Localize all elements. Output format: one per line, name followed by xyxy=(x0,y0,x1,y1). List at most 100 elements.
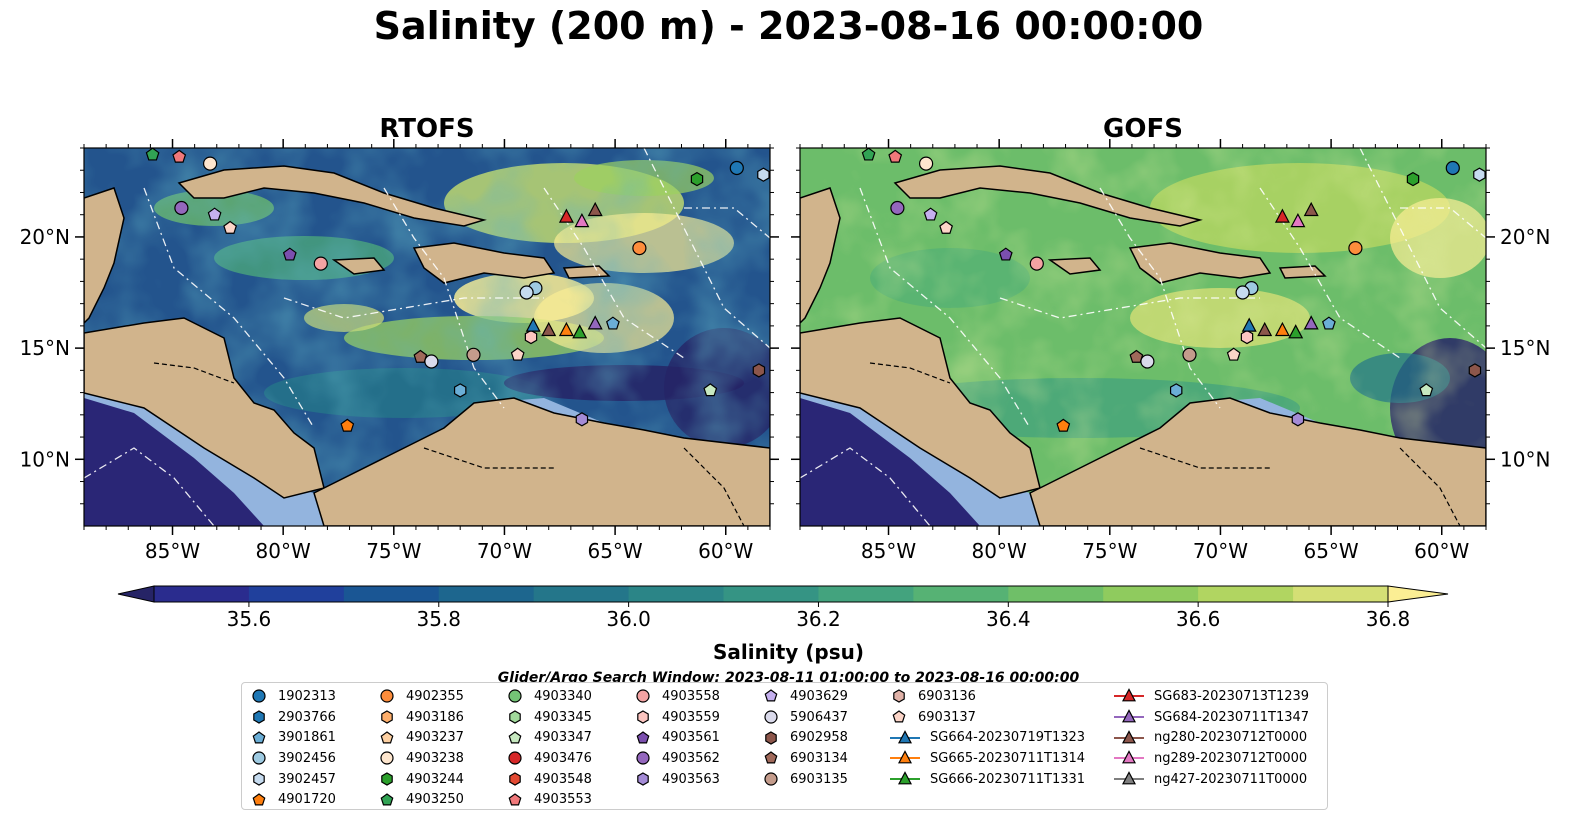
colorbar-segment xyxy=(1293,586,1389,602)
lon-tick-label: 75°W xyxy=(366,539,421,563)
legend-item: 3902457 xyxy=(250,769,336,790)
lat-tick-label: 10°N xyxy=(1500,447,1550,471)
colorbar-segment xyxy=(1008,586,1104,602)
legend-label: 4902355 xyxy=(406,688,464,704)
gofs-land xyxy=(800,165,1486,526)
legend-label: ng427-20230711T0000 xyxy=(1154,771,1308,787)
circle-marker xyxy=(202,156,218,171)
circle-marker xyxy=(1348,240,1363,256)
gofs-pacific xyxy=(800,398,980,526)
rtofs-map[interactable]: 85°W 80°W 75°W 70°W 65°W 60°W 20°N 15°N 10°N xyxy=(20,139,779,563)
pentagon-icon xyxy=(764,689,778,702)
triangle-marker xyxy=(574,212,590,228)
colorbar-segment xyxy=(723,586,819,602)
colorbar-tick-label: 35.6 xyxy=(227,607,272,631)
legend-column: SG683-20230713T1239 SG684-20230711T1347 ng… xyxy=(1114,686,1309,789)
legend-label: 4903629 xyxy=(790,688,848,704)
triangle-marker xyxy=(558,321,574,337)
legend-item: 4903562 xyxy=(634,748,720,769)
triangle-icon xyxy=(890,771,920,785)
circle-marker xyxy=(1445,160,1460,176)
legend-item: 1902313 xyxy=(250,686,336,707)
rtofs-land xyxy=(84,165,770,526)
legend-item: 4903345 xyxy=(506,707,592,728)
colorbar-segment xyxy=(1103,586,1199,602)
colorbar-ticks: 35.6 35.8 36.0 36.2 36.4 36.6 36.8 xyxy=(227,602,1410,631)
legend-column: 6903136 6903137 SG664-20230719T1323 SG665-2… xyxy=(890,686,1085,789)
colorbar: 35.6 35.8 36.0 36.2 36.4 36.6 36.8 xyxy=(117,585,1449,631)
triangle-marker xyxy=(1303,201,1319,217)
hexagon-icon xyxy=(637,772,649,786)
colorbar-tick-label: 35.8 xyxy=(417,607,462,631)
circle-icon xyxy=(764,710,778,724)
pentagon-marker xyxy=(939,220,953,234)
gofs-markers xyxy=(861,148,1486,432)
circle-marker xyxy=(729,160,744,176)
pentagon-marker xyxy=(1419,383,1434,397)
circle-icon xyxy=(252,689,266,703)
pentagon-marker xyxy=(1129,349,1144,363)
pentagon-marker xyxy=(282,247,297,261)
triangle-icon xyxy=(1114,729,1144,744)
legend-item: 4903340 xyxy=(506,686,592,707)
legend-item: SG664-20230719T1323 xyxy=(890,727,1085,748)
hexagon-marker xyxy=(752,363,766,378)
rtofs-markers xyxy=(145,148,770,432)
triangle-icon xyxy=(1114,750,1144,764)
hexagon-icon xyxy=(381,772,393,786)
legend-item: 4903347 xyxy=(506,727,592,748)
pentagon-marker xyxy=(145,148,160,161)
legend-label: 3901861 xyxy=(278,730,336,746)
lon-tick-label: 70°W xyxy=(1193,539,1248,563)
pentagon-marker xyxy=(207,207,222,221)
legend-label: 2903766 xyxy=(278,709,336,725)
pentagon-icon xyxy=(380,793,394,806)
triangle-marker xyxy=(1288,324,1304,339)
pentagon-marker xyxy=(413,349,428,363)
hexagon-icon xyxy=(509,772,521,786)
circle-marker xyxy=(519,285,534,300)
triangle-marker xyxy=(1241,317,1257,332)
lon-tick-label: 65°W xyxy=(587,539,642,563)
triangle-icon xyxy=(1114,709,1144,723)
legend-label: 1902313 xyxy=(278,688,336,704)
colorbar-tick-label: 36.0 xyxy=(606,607,651,631)
gofs-map[interactable]: 85°W 80°W 75°W 70°W 65°W 60°W 20°N 15°N 10°N xyxy=(791,139,1550,563)
legend-label: SG664-20230719T1323 xyxy=(930,730,1086,746)
circle-icon xyxy=(636,751,650,766)
lon-tick-label: 60°W xyxy=(698,539,753,563)
hexagon-icon xyxy=(381,710,393,724)
legend-label: 3902457 xyxy=(278,771,336,787)
pentagon-marker xyxy=(1056,418,1071,432)
circle-marker xyxy=(1140,354,1155,369)
triangle-marker xyxy=(1274,208,1290,223)
legend-column: 4903629 5906437 6902958 6903134 6903135 xyxy=(762,686,848,789)
legend-item: 4903559 xyxy=(634,707,720,728)
legend-item: 4903548 xyxy=(506,769,592,790)
pentagon-icon xyxy=(892,710,906,723)
legend-label: 4903347 xyxy=(534,730,592,746)
rtofs-axis-ticks: 85°W 80°W 75°W 70°W 65°W 60°W 20°N 15°N 10°N xyxy=(20,139,779,563)
legend-item: 4901720 xyxy=(250,789,336,810)
pentagon-icon xyxy=(252,793,266,806)
legend-column: 4903558 4903559 4903561 4903562 4903563 xyxy=(634,686,720,789)
legend-item: 4903238 xyxy=(378,748,464,769)
legend-label: 6903136 xyxy=(918,688,976,704)
triangle-marker xyxy=(1303,315,1319,330)
pentagon-marker xyxy=(223,220,237,234)
triangle-icon xyxy=(890,729,920,744)
colorbar-segment xyxy=(818,586,914,602)
legend-label: 4903244 xyxy=(406,771,464,787)
gofs-panel-title: GOFS xyxy=(1103,114,1183,144)
legend-label: 6903135 xyxy=(790,771,848,787)
pentagon-marker xyxy=(172,149,187,163)
legend-item: SG665-20230711T1314 xyxy=(890,748,1085,769)
legend-label: 4903563 xyxy=(662,771,720,787)
legend-label: 6903137 xyxy=(918,709,976,725)
lon-tick-label: 85°W xyxy=(861,539,916,563)
circle-marker xyxy=(174,200,189,216)
legend-column: 4903340 4903345 4903347 4903476 4903548 49035… xyxy=(506,686,592,810)
legend-label: 4903558 xyxy=(662,688,720,704)
triangle-marker xyxy=(1290,212,1306,228)
legend-label: ng280-20230712T0000 xyxy=(1154,730,1308,746)
